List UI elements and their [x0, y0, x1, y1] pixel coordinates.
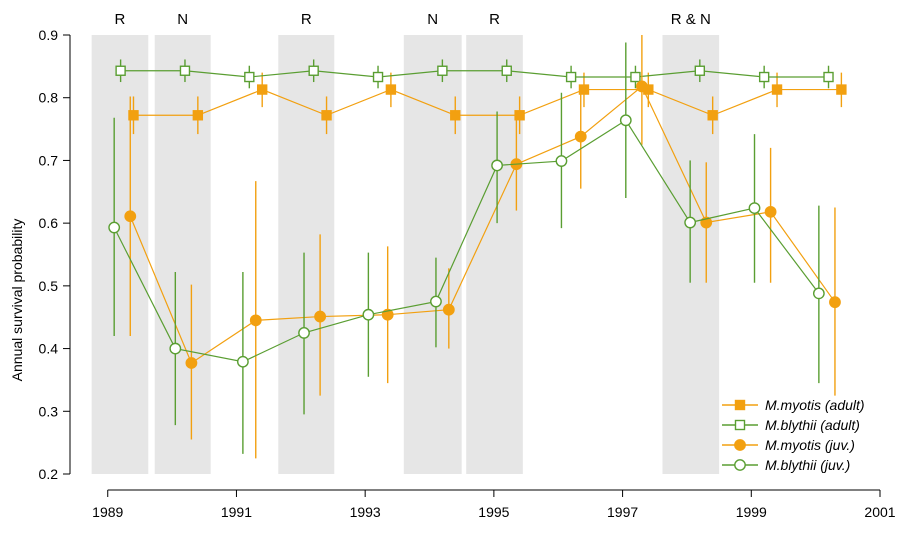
series-0-point-1 — [192, 110, 204, 121]
axes: 0.2 0.3 0.4 0.5 0.6 0.7 0.8 0.9 1989 1991 1993 1995… — [39, 27, 896, 520]
y-tick-label-4: 0.6 — [39, 215, 59, 231]
series-1-point-11 — [823, 71, 834, 83]
series-3-point-0 — [108, 221, 121, 234]
shaded-period-2 — [278, 35, 335, 474]
series-3-point-6 — [491, 159, 503, 172]
series-0-point-10 — [771, 84, 783, 95]
legend-label-1: M.blythii (adult) — [765, 417, 860, 433]
legend-marker-0 — [734, 399, 746, 411]
series-3 — [108, 42, 825, 454]
shaded-period-0 — [91, 35, 149, 474]
series-2-point-10 — [764, 205, 777, 218]
series-3-point-9 — [684, 216, 697, 229]
legend-marker-1 — [734, 419, 746, 431]
series-1-point-7 — [565, 71, 577, 83]
series-1-point-5 — [437, 65, 448, 76]
y-tick-label-6: 0.8 — [39, 90, 59, 106]
shaded-period-1 — [154, 35, 211, 474]
y-axis-label: Annual survival probability — [9, 219, 25, 382]
y-tick-label-0: 0.2 — [39, 466, 59, 482]
legend-marker-3 — [734, 459, 746, 471]
y-tick-label-1: 0.3 — [39, 403, 59, 419]
series-1-point-2 — [244, 71, 255, 83]
series-3-line — [113, 119, 820, 363]
legend-label-2: M.myotis (juv.) — [765, 437, 855, 453]
period-label-4: R — [489, 11, 500, 28]
series-1 — [115, 59, 834, 89]
series-2-point-2 — [249, 314, 262, 327]
series-0-point-6 — [514, 110, 525, 121]
series-1-point-9 — [694, 65, 706, 76]
legend-label-3: M.blythii (juv.) — [765, 457, 850, 473]
series-1-point-8 — [630, 71, 641, 83]
series-0-point-2 — [256, 84, 268, 95]
series-2-point-5 — [442, 303, 455, 316]
series-1-point-10 — [758, 71, 770, 83]
series-2-point-11 — [829, 296, 841, 309]
series-3-point-2 — [236, 355, 249, 368]
series-0-line — [133, 88, 842, 116]
series-0 — [128, 72, 847, 135]
legend-label-0: M.myotis (adult) — [765, 397, 865, 413]
legend: M.myotis (adult) M.blythii (adult) M.myoti… — [722, 397, 865, 473]
period-label-1: N — [177, 11, 188, 28]
period-label-3: N — [427, 11, 438, 28]
series-2-point-3 — [314, 310, 327, 323]
y-tick-label-7: 0.9 — [39, 27, 59, 43]
shaded-period-3 — [403, 35, 462, 474]
series-2-point-1 — [185, 357, 198, 369]
series-3-point-4 — [362, 308, 375, 321]
y-tick-label-3: 0.5 — [39, 278, 59, 294]
series-1-point-0 — [115, 65, 126, 76]
series-0-point-5 — [450, 110, 461, 121]
series-1-line — [120, 70, 829, 78]
series-2-line — [129, 85, 836, 364]
legend-marker-2 — [734, 439, 746, 451]
series-1-point-1 — [179, 65, 191, 76]
period-label-2: R — [301, 11, 312, 28]
x-tick-label-3: 1995 — [478, 504, 509, 520]
series-layer — [108, 35, 847, 459]
x-tick-label-0: 1989 — [92, 504, 123, 520]
x-tick-label-1: 1991 — [221, 504, 252, 520]
series-1-point-6 — [501, 65, 512, 76]
y-tick-label-5: 0.7 — [39, 152, 59, 168]
series-3-point-1 — [169, 342, 182, 355]
series-0-point-0 — [128, 110, 139, 121]
series-0-point-4 — [385, 84, 397, 95]
series-3-point-11 — [812, 287, 825, 300]
series-3-point-10 — [748, 202, 761, 214]
series-3-point-3 — [298, 326, 310, 339]
series-0-point-11 — [836, 84, 847, 95]
series-3-point-8 — [619, 114, 632, 127]
x-tick-label-4: 1997 — [607, 504, 638, 520]
series-2-point-7 — [574, 130, 587, 143]
series-2-point-4 — [381, 308, 394, 321]
y-tick-label-2: 0.4 — [39, 341, 59, 357]
series-1-point-4 — [372, 71, 384, 83]
series-3-point-5 — [430, 295, 442, 308]
series-2-point-0 — [124, 210, 137, 223]
series-0-point-9 — [707, 110, 718, 121]
x-tick-label-6: 2001 — [864, 504, 895, 520]
x-tick-label-2: 1993 — [350, 504, 381, 520]
series-0-point-3 — [321, 110, 332, 121]
series-3-point-7 — [555, 155, 568, 167]
series-1-point-3 — [308, 65, 319, 76]
period-label-5: R & N — [671, 11, 711, 28]
series-0-point-7 — [578, 84, 590, 95]
period-label-0: R — [115, 11, 126, 28]
shaded-period-4 — [466, 35, 523, 474]
x-tick-label-5: 1999 — [736, 504, 767, 520]
series-2-point-8 — [635, 80, 648, 93]
